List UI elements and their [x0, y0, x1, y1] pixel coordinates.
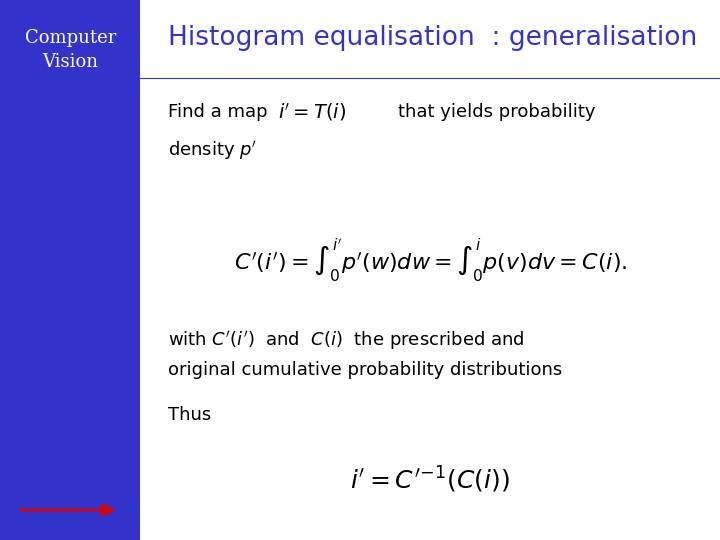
Text: Find a map: Find a map [168, 103, 268, 121]
Text: Histogram equalisation  : generalisation: Histogram equalisation : generalisation [168, 25, 698, 51]
Text: Vision: Vision [42, 53, 98, 71]
Text: $C'(i') = \int_0^{i'} p'(w)dw = \int_0^{i} p(v)dv = C(i).$: $C'(i') = \int_0^{i'} p'(w)dw = \int_0^{… [233, 237, 627, 284]
Text: original cumulative probability distributions: original cumulative probability distribu… [168, 361, 562, 379]
Text: density $p'$: density $p'$ [168, 138, 258, 161]
Text: with $C'(i')$  and  $C(i)$  the prescribed and: with $C'(i')$ and $C(i)$ the prescribed … [168, 328, 525, 352]
Text: $i' = C'^{-1}(C(i))$: $i' = C'^{-1}(C(i))$ [351, 465, 510, 495]
Text: Computer: Computer [24, 29, 116, 47]
Bar [0, 0, 140, 540]
Text: Thus: Thus [168, 406, 212, 424]
Text: $i' = T(i)$: $i' = T(i)$ [279, 101, 346, 123]
Text: that yields probability: that yields probability [398, 103, 596, 121]
